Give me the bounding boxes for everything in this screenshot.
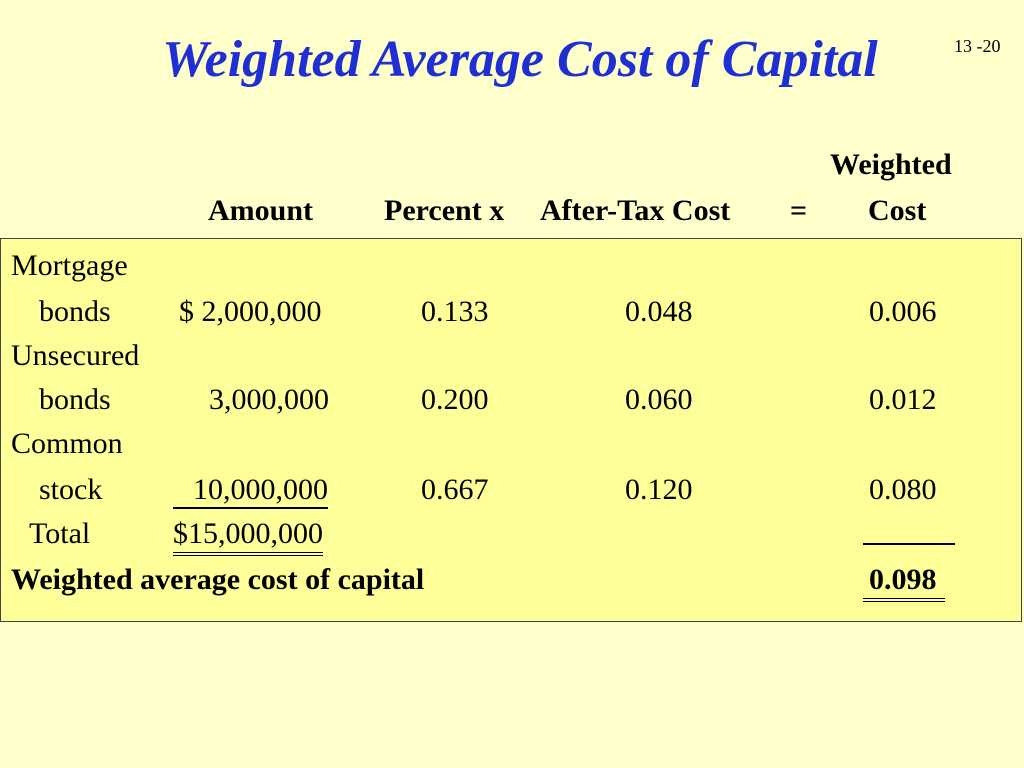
slide-title: Weighted Average Cost of Capital xyxy=(162,31,878,88)
header-amount: Amount xyxy=(208,194,314,227)
amount-cell: $ 2,000,000 xyxy=(179,295,322,328)
header-percent: Percent x xyxy=(384,194,505,227)
row-label-line2: stock xyxy=(39,473,103,506)
subtotal-rule xyxy=(863,543,955,545)
weighted-cost-cell: 0.080 xyxy=(869,473,937,506)
percent-cell: 0.200 xyxy=(421,383,489,416)
after-tax-cost-cell: 0.048 xyxy=(625,295,693,328)
page-number: 13 -20 xyxy=(954,36,1001,56)
wacc-value: 0.098 xyxy=(863,565,945,602)
row-label-line1: Unsecured xyxy=(11,339,140,372)
header-weighted-line2: Cost xyxy=(868,194,927,227)
after-tax-cost-cell: 0.060 xyxy=(625,383,693,416)
row-label-line1: Mortgage xyxy=(11,249,128,282)
row-label-line2: bonds xyxy=(39,295,111,328)
amount-cell: 3,000,000 xyxy=(209,383,329,416)
after-tax-cost-cell: 0.120 xyxy=(625,473,693,506)
total-amount: $15,000,000 xyxy=(173,519,323,556)
total-label: Total xyxy=(29,517,91,550)
header-weighted-line1: Weighted xyxy=(830,148,952,181)
percent-cell: 0.667 xyxy=(421,473,489,506)
header-after-tax-cost: After-Tax Cost xyxy=(540,194,731,227)
amount-cell: 10,000,000 xyxy=(173,475,328,509)
row-label-line1: Common xyxy=(11,427,123,460)
wacc-table: Mortgage bonds $ 2,000,000 0.133 0.048 0… xyxy=(0,238,1022,622)
row-label-line2: bonds xyxy=(39,383,111,416)
weighted-cost-cell: 0.006 xyxy=(869,295,937,328)
header-equals: = xyxy=(790,194,808,227)
percent-cell: 0.133 xyxy=(421,295,489,328)
wacc-label: Weighted average cost of capital xyxy=(11,563,425,596)
weighted-cost-cell: 0.012 xyxy=(869,383,937,416)
